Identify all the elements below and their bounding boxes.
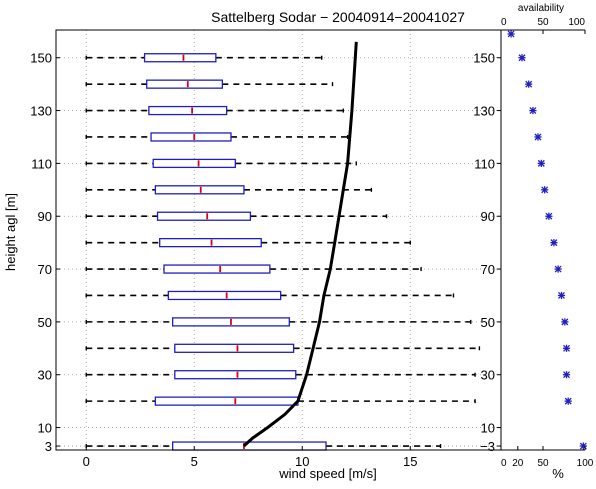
y-tick-label-left: 10 (38, 421, 52, 436)
y-tick-label-left: 130 (30, 104, 52, 119)
availability-point (525, 80, 533, 88)
box-iqr (163, 264, 271, 274)
availability-point (534, 133, 542, 141)
main-boxes (85, 53, 481, 451)
x-tick-label: 5 (191, 454, 198, 469)
availability-bottom-tick-label: 0 (501, 458, 507, 469)
main-panel: 0 5 10 15 3 −3 10 10 30 30 50 50 70 70 90 90 110 110 130 13… (3, 9, 502, 481)
availability-point (579, 442, 587, 450)
availability-point (507, 30, 515, 38)
availability-point (564, 397, 572, 405)
y-tick-label-right: 90 (481, 209, 495, 224)
availability-point (562, 344, 571, 352)
availability-point (537, 159, 545, 167)
availability-point (541, 186, 549, 194)
main-profile (242, 41, 358, 448)
availability-point (529, 106, 537, 115)
x-axis-label: wind speed [m/s] (278, 466, 377, 481)
box-iqr (172, 441, 327, 451)
y-tick-label-left: 3 (45, 439, 52, 454)
box-group (85, 132, 349, 142)
availability-point (562, 371, 571, 379)
box-iqr (148, 105, 228, 116)
box-iqr (152, 158, 236, 169)
availability-bottom-tick-label: 50 (537, 458, 549, 469)
box-group (85, 264, 422, 274)
y-tick-label-right: 130 (473, 104, 495, 119)
availability-point (545, 212, 553, 220)
box-iqr (174, 343, 295, 353)
y-tick-label-left: 70 (38, 262, 52, 277)
y-tick-label-left: 110 (31, 156, 52, 171)
box-group (85, 343, 481, 353)
availability-top-tick-label: 0 (501, 17, 507, 28)
box-iqr (143, 53, 217, 63)
y-tick-label-left: 50 (38, 315, 52, 330)
availability-point (518, 54, 526, 62)
availability-bottom-tick-label: 100 (577, 458, 594, 469)
availability-point (561, 318, 569, 326)
profile-line (242, 41, 358, 448)
y-tick-label-left: 30 (38, 368, 52, 383)
box-iqr (150, 132, 232, 142)
box-iqr (154, 396, 299, 406)
availability-top-tick-label: 100 (568, 17, 585, 28)
y-tick-label-right: 150 (473, 51, 495, 66)
availability-bottom-tick-label: 20 (512, 458, 524, 469)
y-tick-label-right: 10 (481, 421, 495, 436)
box-group (85, 211, 388, 221)
box-group (85, 105, 345, 116)
y-tick-label-right: 30 (481, 368, 495, 383)
availability-panel: 0 20 50 100 0 50 100 availability % (500, 3, 594, 481)
availability-point (557, 291, 566, 300)
availability-ticks: 0 20 50 100 0 50 100 (500, 17, 594, 469)
main-title: Sattelberg Sodar − 20040914−20041027 (211, 9, 465, 25)
box-group (85, 317, 472, 327)
y-axis-label: height agl [m] (3, 193, 18, 271)
box-group (85, 290, 455, 301)
availability-point (554, 265, 562, 273)
y-tick-label-right: 50 (481, 315, 495, 330)
box-iqr (154, 185, 245, 195)
box-iqr (156, 211, 252, 221)
availability-x-label: % (552, 466, 564, 481)
y-tick-label-right: −3 (480, 439, 495, 454)
box-group (85, 237, 411, 248)
box-iqr (159, 237, 262, 248)
box-group (85, 79, 334, 89)
box-iqr (167, 290, 282, 301)
availability-title: availability (518, 3, 564, 14)
box-group (85, 158, 357, 169)
x-tick-label: 15 (403, 454, 417, 469)
availability-top-tick-label: 50 (537, 17, 549, 28)
main-frame (55, 29, 502, 451)
y-tick-label-left: 90 (38, 209, 52, 224)
availability-points (507, 30, 587, 450)
y-tick-label-right: 70 (481, 262, 495, 277)
box-iqr (146, 79, 223, 89)
box-group (85, 370, 476, 380)
x-tick-label: 0 (83, 454, 90, 469)
box-group (85, 53, 323, 63)
availability-point (550, 239, 558, 247)
main-ticks: 0 5 10 15 3 −3 10 10 30 30 50 50 70 70 90 90 110 110 130 13… (30, 51, 501, 469)
y-tick-label-right: 110 (474, 156, 495, 171)
x-tick-label: 10 (295, 454, 309, 469)
y-tick-label-left: 150 (30, 51, 52, 66)
box-iqr (174, 370, 297, 380)
box-group (85, 185, 373, 195)
